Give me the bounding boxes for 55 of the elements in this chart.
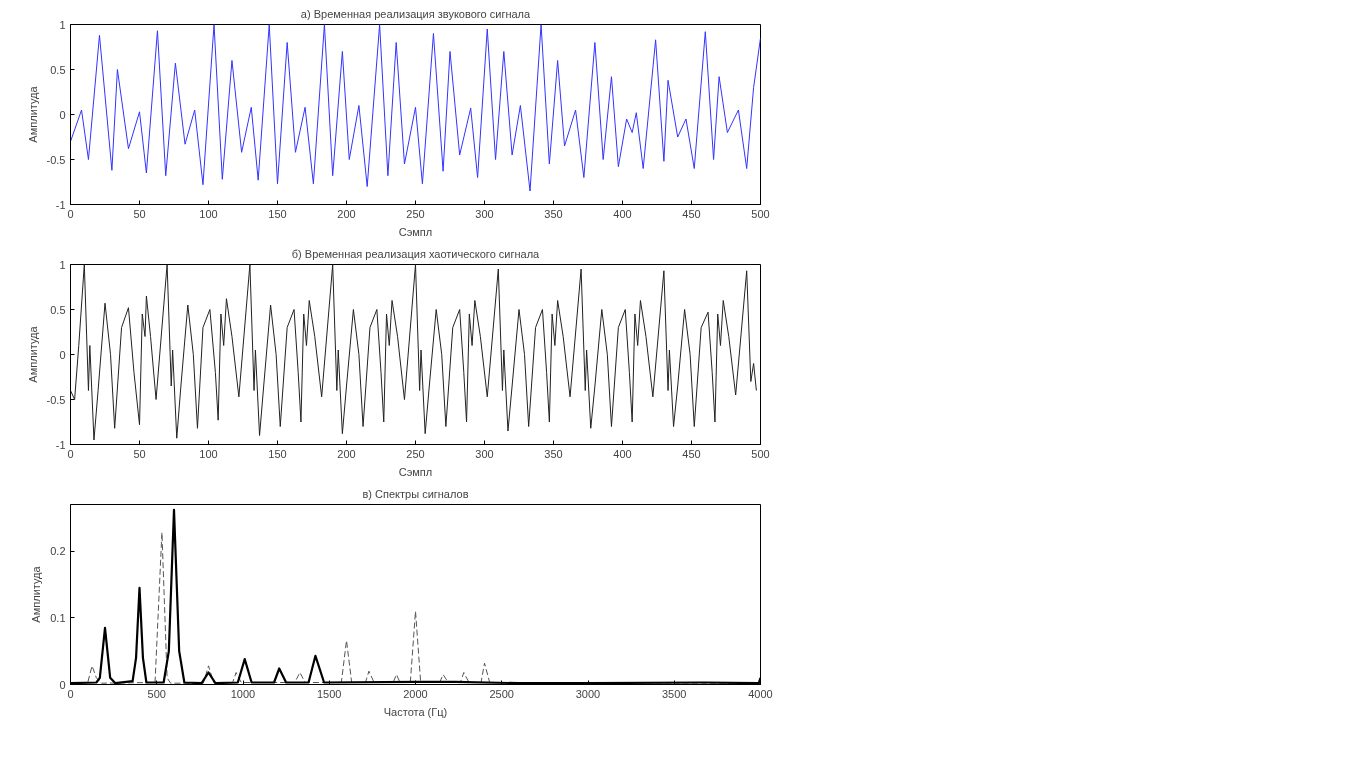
x-axis-title: Сэмпл: [398, 225, 433, 238]
y-tick-label: -0.5: [46, 153, 66, 166]
chart-title: а) Временная реализация звукового сигнала: [300, 7, 532, 20]
x-tick-label: 3000: [575, 687, 601, 700]
x-tick-label: 1000: [230, 687, 256, 700]
y-tick-label: 0: [59, 678, 66, 691]
y-tick-label: 0: [59, 348, 66, 361]
x-tick-label: 3500: [662, 687, 687, 700]
x-tick-label: 500: [751, 207, 770, 220]
x-tick-label: 300: [475, 207, 494, 220]
y-axis-title: Амплитуда: [26, 325, 39, 383]
x-tick-label: 400: [613, 207, 632, 220]
x-tick-label: 300: [475, 447, 494, 460]
x-tick-label: 0: [67, 687, 74, 700]
x-tick-label: 500: [147, 687, 166, 700]
y-tick-label: -1: [55, 198, 66, 211]
y-tick-label: -0.5: [46, 393, 66, 406]
y-tick-label: 1: [59, 18, 66, 31]
x-tick-label: 100: [199, 207, 218, 220]
x-tick-label: 100: [199, 447, 218, 460]
x-tick-label: 50: [133, 447, 146, 460]
x-tick-label: 0: [67, 447, 74, 460]
x-tick-label: 200: [337, 207, 356, 220]
y-tick-label: 0.5: [50, 303, 66, 316]
line-series: [70, 264, 757, 441]
x-tick-label: 50: [133, 207, 146, 220]
x-tick-label: 2000: [403, 687, 428, 700]
y-axis-title: Амплитуда: [26, 85, 39, 143]
x-tick-label: 200: [337, 447, 356, 460]
x-tick-label: 500: [751, 447, 770, 460]
x-tick-label: 350: [544, 447, 563, 460]
x-tick-label: 1500: [317, 687, 342, 700]
x-axis-title: Сэмпл: [398, 465, 433, 478]
x-tick-label: 350: [544, 207, 563, 220]
x-tick-label: 250: [406, 447, 425, 460]
x-tick-label: 150: [268, 207, 287, 220]
y-tick-label: 1: [59, 258, 66, 271]
y-tick-label: 0: [59, 108, 66, 121]
x-tick-label: 450: [682, 207, 701, 220]
x-tick-label: 150: [268, 447, 287, 460]
x-tick-label: 400: [613, 447, 632, 460]
x-tick-label: 0: [67, 207, 74, 220]
y-axis-title: Амплитуда: [30, 565, 43, 623]
x-tick-label: 2500: [489, 687, 514, 700]
x-tick-label: 250: [406, 207, 425, 220]
y-tick-label: 0.2: [50, 545, 66, 558]
y-tick-label: 0.1: [50, 611, 66, 624]
y-tick-label: -1: [55, 438, 66, 451]
x-tick-label: 4000: [748, 687, 773, 700]
chart-title: в) Спектры сигналов: [362, 487, 469, 500]
chart-title: б) Временная реализация хаотического сигнала: [291, 247, 541, 260]
x-tick-label: 450: [682, 447, 701, 460]
y-tick-label: 0.5: [50, 63, 66, 76]
line-series: [70, 24, 761, 192]
x-axis-title: Частота (Гц): [383, 705, 448, 718]
